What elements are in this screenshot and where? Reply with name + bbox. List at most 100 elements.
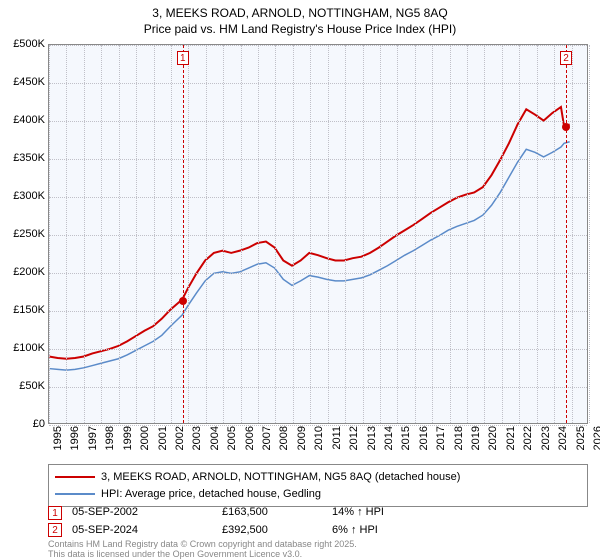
gridline-v bbox=[101, 45, 102, 423]
sale-index: 2 bbox=[48, 523, 62, 537]
chart-title: 3, MEEKS ROAD, ARNOLD, NOTTINGHAM, NG5 8… bbox=[0, 0, 600, 37]
xtick-label: 2003 bbox=[191, 426, 203, 450]
xtick-label: 2010 bbox=[313, 426, 325, 450]
gridline-v bbox=[223, 45, 224, 423]
xtick-label: 2021 bbox=[505, 426, 517, 450]
gridline-v bbox=[432, 45, 433, 423]
gridline-v bbox=[415, 45, 416, 423]
gridline-v bbox=[467, 45, 468, 423]
xtick-label: 2025 bbox=[575, 426, 587, 450]
sale-price: £392,500 bbox=[222, 522, 322, 540]
gridline-v bbox=[397, 45, 398, 423]
xtick-label: 2020 bbox=[487, 426, 499, 450]
sale-vline bbox=[183, 45, 184, 423]
xtick-label: 1997 bbox=[87, 426, 99, 450]
xtick-label: 2013 bbox=[366, 426, 378, 450]
sale-date: 05-SEP-2024 bbox=[72, 522, 212, 540]
legend-swatch-2 bbox=[55, 493, 95, 495]
sales-row: 205-SEP-2024£392,5006% ↑ HPI bbox=[48, 522, 588, 540]
legend-row-series1: 3, MEEKS ROAD, ARNOLD, NOTTINGHAM, NG5 8… bbox=[55, 469, 581, 486]
gridline-h bbox=[49, 45, 587, 46]
gridline-v bbox=[66, 45, 67, 423]
ytick-label: £50K bbox=[1, 380, 45, 392]
gridline-v bbox=[502, 45, 503, 423]
gridline-h bbox=[49, 197, 587, 198]
chart-lines bbox=[49, 45, 587, 423]
gridline-v bbox=[572, 45, 573, 423]
ytick-label: £300K bbox=[1, 190, 45, 202]
footer: Contains HM Land Registry data © Crown c… bbox=[48, 540, 357, 560]
gridline-v bbox=[258, 45, 259, 423]
gridline-h bbox=[49, 121, 587, 122]
xtick-label: 1999 bbox=[122, 426, 134, 450]
gridline-v bbox=[49, 45, 50, 423]
legend-swatch-1 bbox=[55, 476, 95, 478]
gridline-h bbox=[49, 387, 587, 388]
xtick-label: 2000 bbox=[139, 426, 151, 450]
xtick-label: 1998 bbox=[104, 426, 116, 450]
xtick-label: 2019 bbox=[470, 426, 482, 450]
xtick-label: 2008 bbox=[278, 426, 290, 450]
xtick-label: 2006 bbox=[244, 426, 256, 450]
xtick-label: 2018 bbox=[453, 426, 465, 450]
title-line2: Price paid vs. HM Land Registry's House … bbox=[0, 22, 600, 38]
chart-plot-area: 12 bbox=[48, 44, 588, 424]
ytick-label: £400K bbox=[1, 114, 45, 126]
xtick-label: 2026 bbox=[592, 426, 600, 450]
ytick-label: £150K bbox=[1, 304, 45, 316]
ytick-label: £350K bbox=[1, 152, 45, 164]
gridline-h bbox=[49, 349, 587, 350]
gridline-h bbox=[49, 83, 587, 84]
gridline-v bbox=[171, 45, 172, 423]
gridline-v bbox=[84, 45, 85, 423]
title-line1: 3, MEEKS ROAD, ARNOLD, NOTTINGHAM, NG5 8… bbox=[0, 6, 600, 22]
xtick-label: 2005 bbox=[226, 426, 238, 450]
gridline-v bbox=[519, 45, 520, 423]
xtick-label: 1995 bbox=[52, 426, 64, 450]
gridline-v bbox=[188, 45, 189, 423]
gridline-v bbox=[154, 45, 155, 423]
gridline-v bbox=[554, 45, 555, 423]
sale-index: 1 bbox=[48, 506, 62, 520]
gridline-v bbox=[450, 45, 451, 423]
xtick-label: 2004 bbox=[209, 426, 221, 450]
gridline-h bbox=[49, 273, 587, 274]
legend-row-series2: HPI: Average price, detached house, Gedl… bbox=[55, 486, 581, 503]
gridline-h bbox=[49, 235, 587, 236]
xtick-label: 2023 bbox=[540, 426, 552, 450]
xtick-label: 2002 bbox=[174, 426, 186, 450]
xtick-label: 2024 bbox=[557, 426, 569, 450]
xtick-label: 2012 bbox=[348, 426, 360, 450]
sale-date: 05-SEP-2002 bbox=[72, 504, 212, 522]
gridline-v bbox=[537, 45, 538, 423]
gridline-v bbox=[310, 45, 311, 423]
gridline-v bbox=[275, 45, 276, 423]
legend-label-1: 3, MEEKS ROAD, ARNOLD, NOTTINGHAM, NG5 8… bbox=[101, 469, 460, 486]
ytick-label: £200K bbox=[1, 266, 45, 278]
sales-row: 1 05-SEP-2002 £163,500 14% ↑ HPI bbox=[48, 504, 588, 522]
legend-label-2: HPI: Average price, detached house, Gedl… bbox=[101, 486, 321, 503]
footer-line2: This data is licensed under the Open Gov… bbox=[48, 550, 357, 560]
sale-marker: 1 bbox=[177, 51, 189, 65]
sale-dot bbox=[179, 297, 187, 305]
sale-price: £163,500 bbox=[222, 504, 322, 522]
gridline-v bbox=[589, 45, 590, 423]
sale-delta: 14% ↑ HPI bbox=[332, 504, 432, 522]
gridline-v bbox=[241, 45, 242, 423]
sale-dot bbox=[562, 123, 570, 131]
gridline-v bbox=[119, 45, 120, 423]
xtick-label: 1996 bbox=[69, 426, 81, 450]
xtick-label: 2011 bbox=[331, 426, 343, 450]
xtick-label: 2022 bbox=[522, 426, 534, 450]
sale-marker: 2 bbox=[560, 51, 572, 65]
gridline-v bbox=[484, 45, 485, 423]
xtick-label: 2009 bbox=[296, 426, 308, 450]
xtick-label: 2016 bbox=[418, 426, 430, 450]
gridline-v bbox=[363, 45, 364, 423]
gridline-v bbox=[136, 45, 137, 423]
gridline-v bbox=[380, 45, 381, 423]
ytick-label: £500K bbox=[1, 38, 45, 50]
sales-table: 1 05-SEP-2002 £163,500 14% ↑ HPI 2 05-SEP-202… bbox=[48, 504, 588, 539]
ytick-label: £450K bbox=[1, 76, 45, 88]
sale-vline bbox=[566, 45, 567, 423]
